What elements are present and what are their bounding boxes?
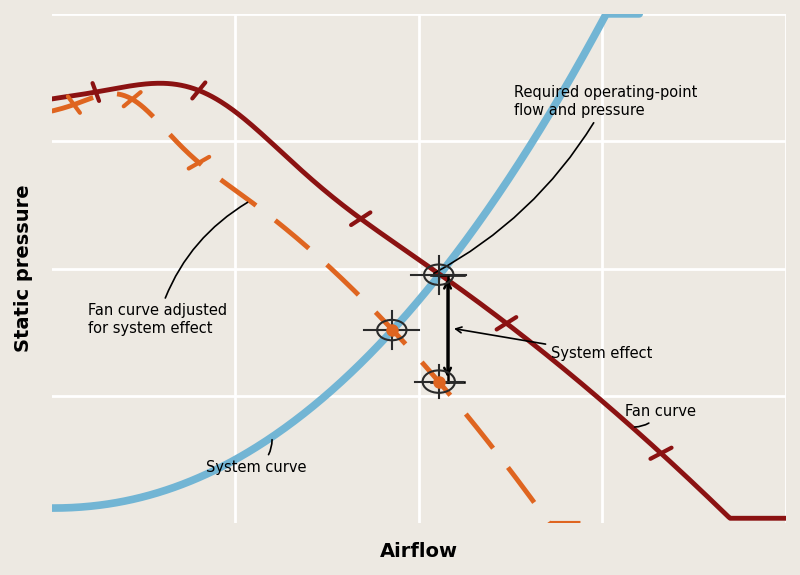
Text: Required operating-point
flow and pressure: Required operating-point flow and pressu… <box>434 85 698 273</box>
Text: System effect: System effect <box>456 327 653 361</box>
X-axis label: Airflow: Airflow <box>380 542 458 561</box>
Text: Fan curve adjusted
for system effect: Fan curve adjusted for system effect <box>88 202 247 336</box>
Y-axis label: Static pressure: Static pressure <box>14 185 33 352</box>
Text: Fan curve: Fan curve <box>625 404 695 427</box>
Text: System curve: System curve <box>206 440 306 475</box>
